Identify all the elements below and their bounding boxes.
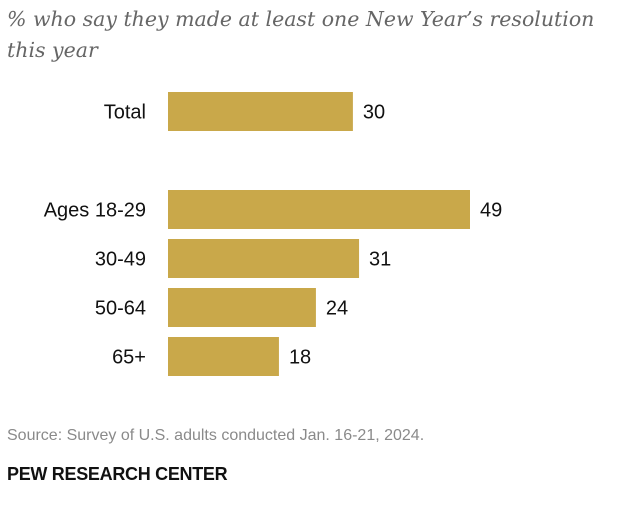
- bar: [168, 239, 360, 278]
- source-note: Source: Survey of U.S. adults conducted …: [7, 427, 425, 444]
- bar: [168, 337, 279, 376]
- category-label: 50-64: [95, 298, 146, 320]
- category-label: 30-49: [95, 249, 146, 271]
- value-label: 49: [480, 200, 502, 222]
- bar: [168, 92, 353, 131]
- category-label: Ages 18-29: [44, 200, 146, 222]
- value-label: 24: [326, 298, 348, 320]
- org-name: PEW RESEARCH CENTER: [7, 464, 228, 484]
- value-label: 18: [289, 347, 311, 369]
- category-label: 65+: [112, 347, 146, 369]
- bar: [168, 288, 316, 327]
- value-label: 30: [363, 102, 385, 124]
- bar: [168, 190, 470, 229]
- bar-chart: Total 30 Ages 18-29 49 30-49 31 50-64 24 65+ 18: [44, 92, 502, 376]
- chart-subtitle: % who say they made at least one New Yea…: [7, 7, 595, 62]
- category-label: Total: [104, 102, 146, 124]
- value-label: 31: [369, 249, 391, 271]
